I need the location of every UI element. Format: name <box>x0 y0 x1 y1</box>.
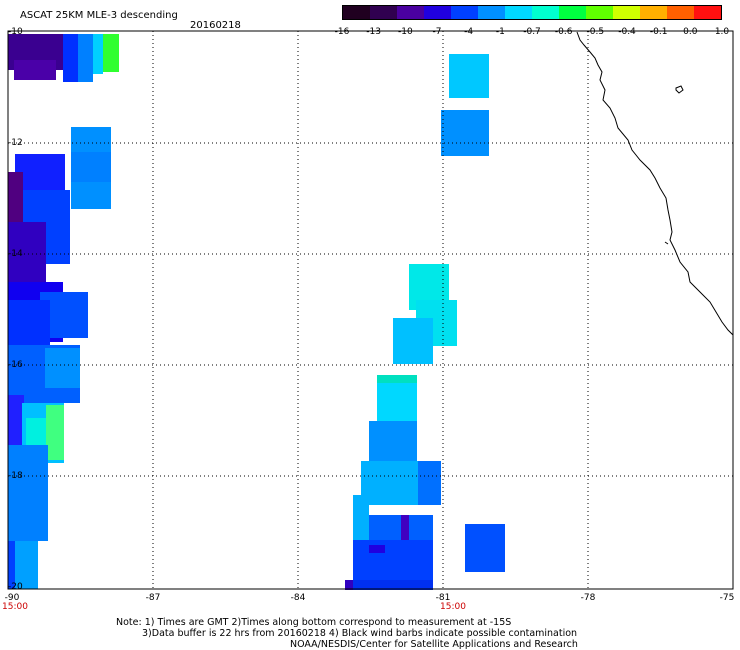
colorbar-tick-label: 0.0 <box>683 27 698 37</box>
lon-label: -87 <box>145 593 161 603</box>
colorbar-tick-label: 1.0 <box>714 27 730 37</box>
colorbar-tick-label: -1 <box>495 27 505 37</box>
colorbar-tick-label: -0.7 <box>523 27 541 37</box>
colorbar-tick-label: -0.6 <box>554 27 573 37</box>
colorbar-segment <box>424 6 451 19</box>
lat-label: -14 <box>8 249 23 259</box>
lat-label: -16 <box>8 360 23 370</box>
colorbar-segment <box>694 6 721 19</box>
colorbar-segment <box>613 6 640 19</box>
colorbar-segment <box>343 6 370 19</box>
colorbar-segment <box>370 6 397 19</box>
time-label: 15:00 <box>2 602 28 612</box>
lat-label: -12 <box>8 138 23 148</box>
colorbar-tick-label: -7 <box>432 27 442 37</box>
note-line-3: NOAA/NESDIS/Center for Satellite Applica… <box>290 639 578 650</box>
note-line-2: 3)Data buffer is 22 hrs from 20160218 4)… <box>142 628 578 639</box>
lon-label: -84 <box>290 593 306 603</box>
colorbar-segment <box>505 6 532 19</box>
graticule <box>8 31 733 589</box>
product-date: 20160218 <box>190 20 241 31</box>
note-line-1: Note: 1) Times are GMT 2)Times along bot… <box>116 617 512 628</box>
colorbar-segment <box>559 6 586 19</box>
colorbar-segment <box>640 6 667 19</box>
lon-label: -81 <box>435 593 451 603</box>
colorbar-segment <box>397 6 424 19</box>
colorbar-tick-label: -0.1 <box>649 27 668 37</box>
plot-frame <box>7 30 734 590</box>
swath-center <box>345 54 505 590</box>
product-title: ASCAT 25KM MLE-3 descending <box>20 10 178 21</box>
swath-west <box>8 34 119 589</box>
colorbar-segment <box>586 6 613 19</box>
colorbar-tick-label: -0.4 <box>618 27 636 37</box>
colorbar-segment <box>451 6 478 19</box>
colorbar-segment <box>478 6 505 19</box>
lon-label: -75 <box>719 593 735 603</box>
lat-label: -20 <box>8 582 23 592</box>
colorbar-tick-label: -13 <box>366 27 382 37</box>
colorbar-segment <box>667 6 694 19</box>
lat-label: -10 <box>8 27 23 37</box>
coastline <box>576 31 734 336</box>
colorbar-tick-label: -0.5 <box>586 27 605 37</box>
lon-label: -90 <box>4 593 20 603</box>
time-label: 15:00 <box>440 602 466 612</box>
colorbar-tick-label: -10 <box>397 27 413 37</box>
colorbar <box>342 5 722 20</box>
colorbar-segment <box>532 6 559 19</box>
lat-label: -18 <box>8 471 23 481</box>
lon-label: -78 <box>580 593 596 603</box>
colorbar-tick-label: -4 <box>464 27 474 37</box>
colorbar-tick-label: -16 <box>334 27 350 37</box>
